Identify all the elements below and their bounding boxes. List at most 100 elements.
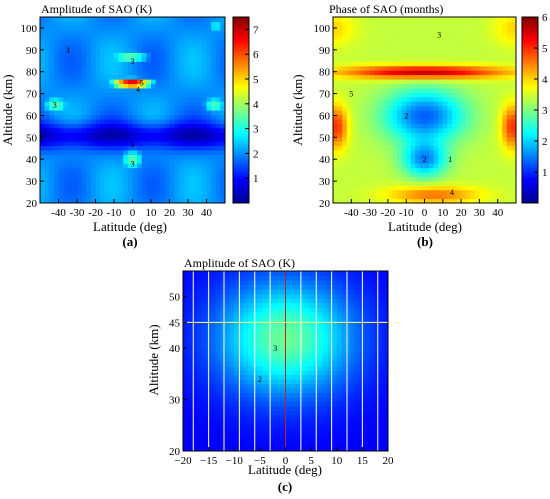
heatmap-cell-c bbox=[285, 365, 291, 371]
heatmap-cell-b bbox=[355, 21, 362, 27]
heatmap-cell-b bbox=[461, 87, 467, 93]
heatmap-cell-b bbox=[337, 52, 343, 58]
heatmap-cell-c bbox=[290, 415, 296, 421]
heatmap-cell-a bbox=[151, 141, 157, 147]
heatmap-cell-c bbox=[215, 343, 221, 349]
heatmap-cell-b bbox=[502, 141, 508, 147]
heatmap-cell-c bbox=[299, 433, 305, 439]
heatmap-cell-a bbox=[197, 172, 203, 178]
heatmap-cell-b bbox=[392, 198, 398, 203]
heatmap-cell-c bbox=[238, 343, 245, 349]
heatmap-cell-a bbox=[220, 114, 225, 120]
heatmap-cell-a bbox=[211, 149, 217, 155]
heatmap-cell-b bbox=[401, 17, 407, 23]
heatmap-cell-a bbox=[220, 149, 225, 155]
heatmap-cell-b bbox=[369, 154, 375, 160]
heatmap-cell-b bbox=[493, 34, 499, 40]
heatmap-cell-b bbox=[483, 83, 490, 89]
heatmap-cell-c bbox=[192, 356, 198, 362]
heatmap-cell-b bbox=[511, 176, 516, 182]
heatmap-cell-a bbox=[114, 123, 120, 129]
heatmap-cell-c bbox=[187, 379, 193, 385]
heatmap-cell-a bbox=[127, 96, 134, 102]
heatmap-cell-b bbox=[392, 61, 398, 67]
heatmap-cell-a bbox=[141, 92, 147, 98]
heatmap-cell-a bbox=[146, 39, 152, 45]
heatmap-cell-b bbox=[410, 30, 416, 36]
heatmap-cell-b bbox=[397, 39, 403, 45]
heatmap-cell-c bbox=[285, 293, 291, 299]
heatmap-cell-c bbox=[201, 442, 207, 448]
heatmap-cell-c bbox=[336, 298, 343, 304]
heatmap-cell-c bbox=[304, 280, 310, 286]
heatmap-cell-b bbox=[493, 17, 499, 23]
heatmap-cell-a bbox=[174, 21, 180, 27]
heatmap-cell-b bbox=[474, 65, 480, 71]
heatmap-cell-b bbox=[374, 21, 380, 27]
heatmap-cell-c bbox=[192, 374, 198, 380]
heatmap-cell-b bbox=[351, 189, 357, 195]
heatmap-cell-b bbox=[470, 105, 476, 111]
heatmap-cell-c bbox=[322, 293, 329, 299]
heatmap-cell-a bbox=[123, 101, 129, 107]
heatmap-cell-b bbox=[470, 136, 476, 142]
heatmap-cell-a bbox=[183, 158, 189, 164]
heatmap-cell-a bbox=[197, 96, 203, 102]
heatmap-cell-b bbox=[378, 110, 384, 116]
heatmap-cell-a bbox=[197, 141, 203, 147]
heatmap-cell-b bbox=[447, 123, 453, 129]
heatmap-cell-c bbox=[327, 374, 333, 380]
heatmap-cell-b bbox=[346, 87, 352, 93]
heatmap-cell-c bbox=[201, 284, 207, 290]
heatmap-cell-a bbox=[127, 194, 134, 200]
heatmap-cell-c bbox=[304, 271, 310, 277]
heatmap-cell-a bbox=[137, 30, 143, 36]
heatmap-cell-a bbox=[81, 65, 87, 71]
heatmap-cell-c bbox=[336, 419, 343, 425]
heatmap-cell-a bbox=[137, 48, 143, 54]
heatmap-cell-b bbox=[401, 79, 407, 85]
heatmap-cell-c bbox=[252, 347, 259, 353]
heatmap-cell-a bbox=[100, 105, 106, 111]
heatmap-cell-b bbox=[442, 189, 448, 195]
heatmap-cell-a bbox=[192, 61, 198, 67]
heatmap-cell-b bbox=[342, 92, 348, 98]
heatmap-cell-a bbox=[67, 127, 73, 133]
heatmap-cell-a bbox=[141, 189, 147, 195]
heatmap-cell-b bbox=[355, 185, 362, 191]
heatmap-cell-c bbox=[187, 433, 193, 439]
heatmap-cell-b bbox=[360, 145, 366, 151]
heatmap-cell-c bbox=[350, 442, 356, 448]
heatmap-cell-b bbox=[483, 163, 490, 169]
heatmap-cell-a bbox=[178, 110, 184, 116]
heatmap-cell-a bbox=[155, 70, 161, 76]
heatmap-cell-a bbox=[90, 56, 97, 62]
heatmap-cell-a bbox=[104, 61, 110, 67]
heatmap-cell-b bbox=[415, 48, 421, 54]
heatmap-cell-a bbox=[206, 172, 212, 178]
heatmap-cell-a bbox=[81, 141, 87, 147]
heatmap-cell-b bbox=[333, 180, 339, 186]
heatmap-cell-a bbox=[169, 176, 175, 182]
heatmap-cell-b bbox=[419, 149, 426, 155]
heatmap-cell-a bbox=[188, 105, 194, 111]
heatmap-cell-c bbox=[308, 419, 315, 425]
heatmap-cell-b bbox=[337, 74, 343, 80]
heatmap-cell-a bbox=[77, 163, 83, 169]
heatmap-cell-b bbox=[419, 21, 426, 27]
heatmap-cell-c bbox=[304, 437, 310, 443]
heatmap-cell-a bbox=[183, 17, 189, 23]
heatmap-cell-a bbox=[123, 194, 129, 200]
heatmap-cell-b bbox=[456, 198, 462, 203]
heatmap-cell-a bbox=[215, 145, 221, 151]
heatmap-cell-c bbox=[192, 284, 198, 290]
heatmap-cell-a bbox=[104, 65, 110, 71]
heatmap-cell-a bbox=[95, 61, 101, 67]
heatmap-cell-c bbox=[196, 361, 203, 367]
heatmap-cell-a bbox=[90, 92, 97, 98]
heatmap-cell-b bbox=[465, 127, 471, 133]
heatmap-cell-b bbox=[419, 105, 426, 111]
heatmap-cell-a bbox=[201, 180, 208, 186]
heatmap-cell-c bbox=[234, 347, 240, 353]
